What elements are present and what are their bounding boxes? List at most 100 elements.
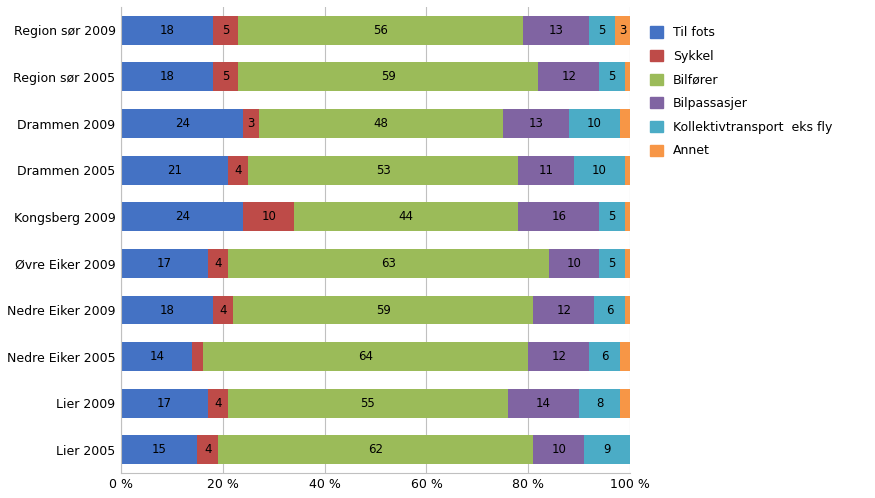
Text: 11: 11 xyxy=(538,164,554,177)
Bar xyxy=(538,62,599,91)
Text: 56: 56 xyxy=(374,24,388,37)
Bar xyxy=(579,389,619,418)
Bar xyxy=(549,249,599,278)
Text: 5: 5 xyxy=(221,70,229,83)
Text: 4: 4 xyxy=(204,443,212,456)
Bar xyxy=(121,435,198,464)
Text: 8: 8 xyxy=(596,397,603,410)
Text: 64: 64 xyxy=(358,350,373,363)
Text: 59: 59 xyxy=(375,303,390,317)
Bar xyxy=(233,295,534,325)
Text: 53: 53 xyxy=(376,164,390,177)
Bar xyxy=(584,435,630,464)
Bar xyxy=(258,109,503,138)
Text: 13: 13 xyxy=(528,117,543,130)
Text: 3: 3 xyxy=(619,24,626,37)
Text: 3: 3 xyxy=(248,117,255,130)
Text: 6: 6 xyxy=(601,350,608,363)
Text: 18: 18 xyxy=(159,303,174,317)
Bar xyxy=(594,295,625,325)
Bar xyxy=(569,109,620,138)
Bar xyxy=(243,202,294,231)
Bar xyxy=(192,342,202,371)
Bar xyxy=(534,295,594,325)
Bar xyxy=(574,156,625,185)
Text: 62: 62 xyxy=(368,443,383,456)
Bar xyxy=(213,16,238,45)
Text: 12: 12 xyxy=(562,70,577,83)
Bar xyxy=(620,109,630,138)
Legend: Til fots, Sykkel, Bilfører, Bilpassasjer, Kollektivtransport  eks fly, Annet: Til fots, Sykkel, Bilfører, Bilpassasjer… xyxy=(647,22,836,161)
Text: 12: 12 xyxy=(551,350,566,363)
Text: 5: 5 xyxy=(608,210,616,223)
Bar xyxy=(121,109,243,138)
Text: 17: 17 xyxy=(157,257,172,270)
Bar xyxy=(518,202,599,231)
Text: 5: 5 xyxy=(598,24,605,37)
Text: 14: 14 xyxy=(536,397,551,410)
Bar xyxy=(207,389,228,418)
Bar xyxy=(615,16,630,45)
Text: 4: 4 xyxy=(234,164,242,177)
Bar xyxy=(625,295,630,325)
Bar xyxy=(213,295,233,325)
Bar xyxy=(238,62,538,91)
Text: 10: 10 xyxy=(587,117,602,130)
Text: 13: 13 xyxy=(549,24,564,37)
Bar xyxy=(248,156,518,185)
Text: 10: 10 xyxy=(567,257,582,270)
Text: 24: 24 xyxy=(175,210,190,223)
Bar xyxy=(121,62,213,91)
Text: 4: 4 xyxy=(214,257,221,270)
Bar xyxy=(507,389,579,418)
Bar xyxy=(534,435,584,464)
Text: 18: 18 xyxy=(159,24,174,37)
Bar xyxy=(198,435,218,464)
Text: 17: 17 xyxy=(157,397,172,410)
Text: 9: 9 xyxy=(604,443,611,456)
Bar xyxy=(121,295,213,325)
Text: 4: 4 xyxy=(214,397,221,410)
Bar xyxy=(121,389,207,418)
Text: 10: 10 xyxy=(592,164,607,177)
Bar xyxy=(121,202,243,231)
Bar xyxy=(620,342,630,371)
Text: 5: 5 xyxy=(608,257,616,270)
Bar xyxy=(518,156,574,185)
Bar xyxy=(523,16,589,45)
Bar xyxy=(202,342,528,371)
Bar xyxy=(599,249,625,278)
Text: 5: 5 xyxy=(221,24,229,37)
Text: 6: 6 xyxy=(606,303,613,317)
Bar xyxy=(228,389,507,418)
Text: 12: 12 xyxy=(556,303,571,317)
Text: 4: 4 xyxy=(219,303,227,317)
Bar xyxy=(625,202,630,231)
Bar xyxy=(228,156,248,185)
Text: 59: 59 xyxy=(381,70,396,83)
Bar xyxy=(238,16,523,45)
Bar xyxy=(121,16,213,45)
Bar xyxy=(620,389,630,418)
Bar xyxy=(228,249,549,278)
Text: 5: 5 xyxy=(608,70,616,83)
Text: 44: 44 xyxy=(399,210,414,223)
Text: 15: 15 xyxy=(152,443,167,456)
Bar xyxy=(294,202,518,231)
Bar xyxy=(589,16,615,45)
Text: 24: 24 xyxy=(175,117,190,130)
Text: 48: 48 xyxy=(374,117,388,130)
Bar xyxy=(243,109,258,138)
Bar xyxy=(503,109,569,138)
Bar xyxy=(207,249,228,278)
Text: 10: 10 xyxy=(262,210,276,223)
Text: 10: 10 xyxy=(551,443,566,456)
Text: 14: 14 xyxy=(150,350,164,363)
Bar xyxy=(213,62,238,91)
Text: 16: 16 xyxy=(551,210,566,223)
Bar xyxy=(625,156,630,185)
Bar xyxy=(218,435,534,464)
Text: 18: 18 xyxy=(159,70,174,83)
Bar xyxy=(589,342,619,371)
Bar xyxy=(121,249,207,278)
